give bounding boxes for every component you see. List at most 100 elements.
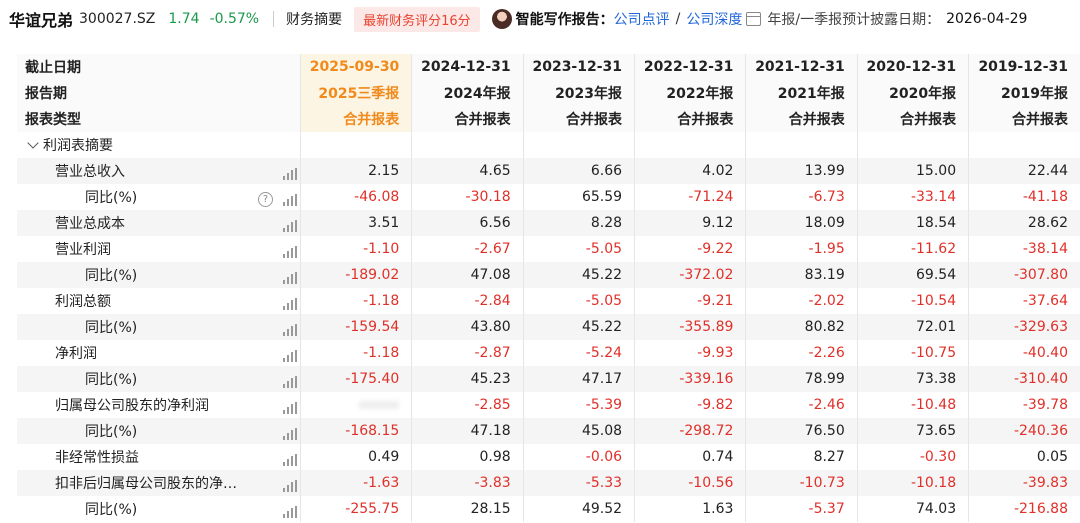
value-cell: 74.03 — [856, 496, 969, 522]
header-cell: 2019年报 — [968, 80, 1080, 106]
bar-chart-icon[interactable] — [283, 480, 297, 492]
header-cell: 2024年报 — [411, 80, 524, 106]
link-company-depth[interactable]: 公司深度 — [686, 12, 743, 28]
row-label-cell: 同比(%) — [17, 496, 301, 522]
table-row: 同比(%) -168.15 47.18 45.08 -298.72 76.50 73.65-… — [17, 418, 1080, 444]
header-label: 报告期 — [25, 86, 67, 102]
header-cell[interactable]: 2025三季报 — [299, 80, 412, 106]
value-cell: 15.00 — [856, 158, 969, 184]
header-cell: 2019-12-31 — [968, 54, 1080, 80]
hidden-value — [359, 401, 400, 409]
section-row-income-summary[interactable]: 利润表摘要 — [17, 132, 1080, 158]
value-cell: 18.54 — [856, 210, 969, 236]
row-label-cell: 营业总成本 — [17, 210, 301, 236]
bar-chart-icon[interactable] — [283, 168, 297, 180]
value-cell: 80.82 — [745, 314, 858, 340]
table-header-row: 截止日期 2025-09-30 2024-12-31 2023-12-31 2022-1… — [17, 54, 1080, 80]
value-cell: -38.14 — [968, 236, 1080, 262]
value-cell: 45.22 — [522, 314, 635, 340]
value-cell: 0.74 — [634, 444, 746, 470]
value-cell: 45.22 — [522, 262, 635, 288]
table-row: 非经常性损益 0.49 0.98 -0.06 0.74 8.27 -0.30 0.05 — [17, 444, 1080, 470]
value-cell: 69.54 — [856, 262, 969, 288]
value-cell: -310.40 — [968, 366, 1080, 392]
header-cell: 2020年报 — [856, 80, 969, 106]
value-cell: -1.63 — [299, 470, 412, 496]
table-row: 营业利润 -1.10 -2.67 -5.05 -9.22 -1.95 -11.62 -38.1… — [17, 236, 1080, 262]
bar-chart-icon[interactable] — [283, 272, 297, 284]
value-cell: -339.16 — [634, 366, 746, 392]
value-cell: 28.15 — [411, 496, 524, 522]
value-cell: -175.40 — [299, 366, 412, 392]
bar-chart-icon[interactable] — [283, 428, 297, 440]
bar-chart-icon[interactable] — [283, 350, 297, 362]
row-label: 扣非后归属母公司股东的净… — [55, 476, 237, 492]
value-cell: -37.64 — [968, 288, 1080, 314]
bar-chart-icon[interactable] — [283, 324, 297, 336]
row-label: 营业总收入 — [55, 164, 125, 180]
table-row: 同比(%)? -46.08 -30.18 65.59 -71.24 -6.73 -33.14… — [17, 184, 1080, 210]
bar-chart-icon[interactable] — [283, 220, 297, 232]
value-cell: 73.65 — [856, 418, 969, 444]
header-label: 报表类型 — [25, 112, 81, 128]
header-cell: 合并报表 — [968, 106, 1080, 132]
empty-cell — [634, 132, 746, 158]
bar-chart-icon[interactable] — [283, 454, 297, 466]
link-company-review[interactable]: 公司点评 — [613, 12, 670, 28]
value-cell: 0.98 — [411, 444, 524, 470]
header-cell: 2021-12-31 — [745, 54, 858, 80]
row-label-wrap: 同比(%) — [25, 317, 297, 337]
value-cell: 43.80 — [411, 314, 524, 340]
section-label-cell[interactable]: 利润表摘要 — [17, 132, 301, 158]
value-cell: -10.54 — [856, 288, 969, 314]
value-cell: -216.88 — [968, 496, 1080, 522]
help-icon[interactable]: ? — [258, 192, 273, 207]
value-cell: -2.26 — [745, 340, 858, 366]
row-label-wrap: 营业总收入 — [25, 161, 297, 181]
row-label-cell: 营业总收入 — [17, 158, 301, 184]
table-header-row: 报表类型 合并报表 合并报表 合并报表 合并报表 合并报表 合并报表 合并报表 — [17, 106, 1080, 132]
value-cell: 78.99 — [745, 366, 858, 392]
header-label-cell: 截止日期 — [17, 54, 301, 80]
header-cell[interactable]: 合并报表 — [299, 106, 412, 132]
row-label-cell: 净利润 — [17, 340, 301, 366]
link-separator: / — [675, 11, 681, 27]
header-cell[interactable]: 2025-09-30 — [299, 54, 412, 80]
score-badge[interactable]: 最新财务评分16分 — [354, 6, 480, 32]
bar-chart-icon[interactable] — [283, 246, 297, 258]
value-cell: 28.62 — [968, 210, 1080, 236]
table-row: 同比(%) -255.75 28.15 49.52 1.63 -5.37 74.03 -216… — [17, 496, 1080, 522]
stock-name: 华谊兄弟 — [9, 11, 74, 30]
chevron-down-icon[interactable] — [27, 137, 39, 149]
header-cell: 2021年报 — [745, 80, 858, 106]
header-cell: 合并报表 — [634, 106, 746, 132]
value-cell: -3.83 — [411, 470, 524, 496]
header-label-cell: 报表类型 — [17, 106, 301, 132]
bar-chart-icon[interactable] — [283, 194, 297, 206]
bar-chart-icon[interactable] — [283, 402, 297, 414]
value-cell: -30.18 — [411, 184, 524, 210]
value-cell: 4.65 — [411, 158, 524, 184]
financial-summary-table: 截止日期 2025-09-30 2024-12-31 2023-12-31 2022-1… — [17, 54, 1080, 522]
value-cell: 22.44 — [968, 158, 1080, 184]
tab-financial-summary[interactable]: 财务摘要 — [286, 12, 343, 28]
section-title: 利润表摘要 — [43, 138, 113, 154]
row-label-cell: 同比(%) — [17, 366, 301, 392]
table-row: 同比(%) -175.40 45.23 47.17 -339.16 78.99 73.38-… — [17, 366, 1080, 392]
value-cell: -5.24 — [522, 340, 635, 366]
bar-chart-icon[interactable] — [283, 506, 297, 518]
avatar — [491, 9, 512, 29]
report-label: 智能写作报告： — [515, 12, 614, 28]
row-label-wrap: 非经常性损益 — [25, 447, 297, 467]
stock-price: 1.74 — [168, 11, 200, 27]
row-label: 利润总额 — [55, 294, 111, 310]
header-cell: 2024-12-31 — [411, 54, 524, 80]
value-cell: -5.39 — [522, 392, 635, 418]
table-row: 营业总收入 2.15 4.65 6.66 4.02 13.99 15.00 22.44 — [17, 158, 1080, 184]
bar-chart-icon[interactable] — [283, 298, 297, 310]
value-cell: -71.24 — [634, 184, 746, 210]
header-cell: 2020-12-31 — [856, 54, 969, 80]
header-cell: 2023-12-31 — [522, 54, 635, 80]
bar-chart-icon[interactable] — [283, 376, 297, 388]
value-cell: -39.83 — [968, 470, 1080, 496]
